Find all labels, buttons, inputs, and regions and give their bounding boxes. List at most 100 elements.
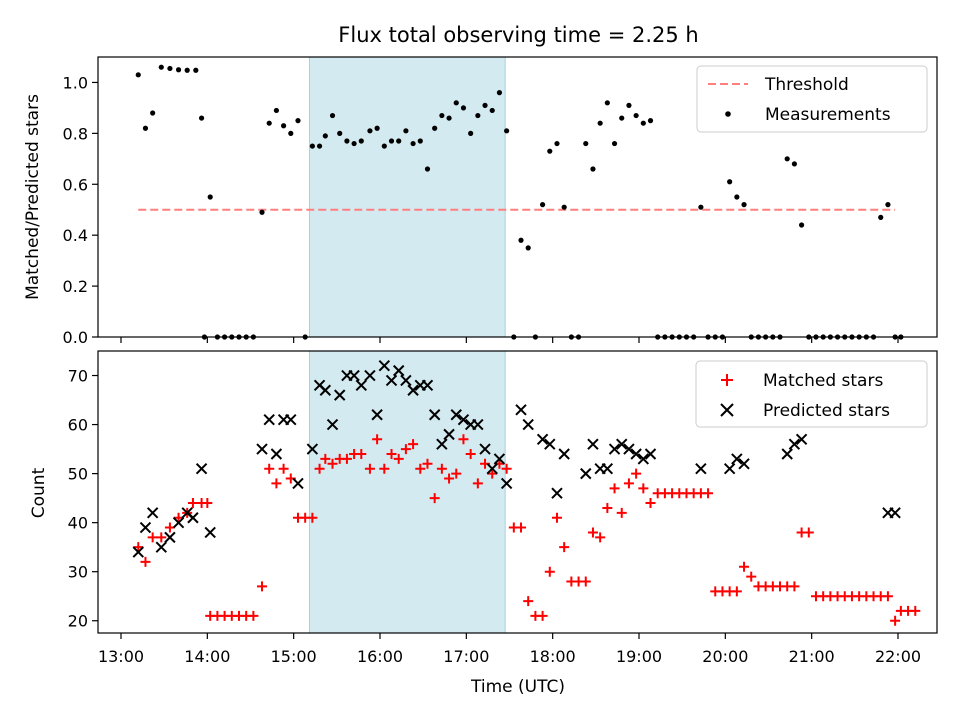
matched-legend-label: Matched stars <box>763 371 883 391</box>
top-ytick-label: 0.4 <box>63 226 88 245</box>
measurement-point <box>403 128 409 134</box>
predicted-star-point <box>385 374 398 387</box>
measurement-point <box>266 120 272 126</box>
bottom-legend-box <box>695 360 928 428</box>
measurement-point <box>496 90 503 96</box>
measurement-point <box>374 125 380 131</box>
predicted-star-point <box>400 374 412 387</box>
measurement-point <box>791 161 798 167</box>
measurement-point <box>554 140 560 147</box>
matched-star-point <box>393 453 404 464</box>
matched-star-point <box>257 581 268 592</box>
measurement-point <box>358 138 364 144</box>
predicted-star-point <box>378 360 391 372</box>
top-panel: 0.0 0.2 0.4 0.6 0.8 1.0 Matched/Predicted sta… <box>23 56 938 347</box>
bottom-panel-frame <box>97 350 938 634</box>
predicted-star-point <box>644 448 657 460</box>
matched-star-point <box>422 458 433 469</box>
matched-star-point <box>187 498 198 509</box>
measurement-point <box>424 166 431 172</box>
matched-star-point <box>638 483 649 494</box>
measurement-point <box>482 102 488 108</box>
measurement-point <box>351 140 357 147</box>
predicted-star-point <box>319 384 332 396</box>
predicted-star-point <box>723 462 736 475</box>
predicted-star-point <box>580 467 592 480</box>
bottom-ytick-label: 40 <box>68 514 88 533</box>
measurement-point <box>525 245 531 251</box>
measurement-point <box>633 112 639 119</box>
measurement-point <box>329 112 336 119</box>
measurement-point <box>367 128 373 134</box>
measurements-legend-label: Measurements <box>765 105 891 125</box>
measurement-point <box>611 140 618 147</box>
top-ytick-label: 0.2 <box>63 277 88 296</box>
measurement-point <box>597 120 603 126</box>
matched-star-point <box>444 473 455 484</box>
top-ytick-label: 0.8 <box>63 124 88 143</box>
measurement-point <box>158 64 164 70</box>
measurement-point <box>885 202 891 208</box>
predicted-star-point <box>164 531 176 544</box>
measurement-point <box>439 112 445 119</box>
predicted-star-point <box>544 438 556 450</box>
predicted-star-point <box>788 438 801 450</box>
measurement-point <box>344 138 350 144</box>
predicted-star-point <box>536 433 549 445</box>
matched-star-point <box>327 458 338 469</box>
predicted-star-point <box>407 384 419 396</box>
matched-star-point <box>356 448 367 459</box>
matched-star-point <box>537 610 548 621</box>
predicted-star-point <box>486 462 498 475</box>
bottom-xtick-label: 14:00 <box>184 647 230 666</box>
matched-star-point <box>631 468 642 479</box>
measurement-point <box>432 125 438 131</box>
matched-star-point <box>278 463 289 474</box>
matched-star-point <box>133 542 144 553</box>
predicted-star-point <box>637 453 650 465</box>
predicted-star-point <box>355 379 368 392</box>
measurement-point <box>184 67 190 73</box>
matched-star-point <box>379 463 390 474</box>
measurement-point <box>280 123 287 129</box>
matched-star-point <box>623 478 634 489</box>
predicted-star-point <box>371 409 383 421</box>
matched-star-point <box>910 605 921 616</box>
chart-title: Flux total observing time = 2.25 h <box>338 23 698 47</box>
matched-star-point <box>516 522 527 533</box>
bottom-legend: Matched stars Predicted stars <box>695 360 928 428</box>
matched-star-point <box>173 512 184 523</box>
measurement-point <box>453 100 459 106</box>
matched-star-point <box>523 596 534 607</box>
predicted-star-point <box>204 526 216 539</box>
measurement-point <box>316 143 323 149</box>
predicted-star-point <box>493 453 506 465</box>
matched-star-point <box>341 453 352 464</box>
measurement-point <box>590 166 596 172</box>
predicted-star-point <box>522 418 534 431</box>
predicted-star-point <box>306 443 319 455</box>
bottom-ytick-label: 30 <box>68 563 88 582</box>
predicted-star-point <box>348 369 360 382</box>
measurement-point <box>337 130 343 136</box>
measurement-point <box>647 118 654 124</box>
predicted-star-point <box>587 438 599 450</box>
measurement-point <box>626 102 632 108</box>
matched-star-point <box>400 444 411 455</box>
measurement-point <box>460 105 467 111</box>
measurement-point <box>698 204 704 210</box>
matched-star-point <box>551 512 562 523</box>
top-ytick-label: 0.6 <box>63 175 88 194</box>
measurement-point <box>198 115 205 121</box>
matched-star-point <box>472 478 483 489</box>
predicted-star-point <box>285 413 297 426</box>
measurement-point <box>784 156 790 162</box>
bottom-xtick-label: 15:00 <box>271 647 317 666</box>
measurement-point <box>475 112 481 119</box>
top-panel-ylabel: Matched/Predicted stars <box>23 94 43 300</box>
predicted-star-point <box>172 516 185 529</box>
predicted-legend-label: Predicted stars <box>763 401 890 421</box>
measurement-point <box>640 120 646 126</box>
measurement-point <box>135 72 141 78</box>
